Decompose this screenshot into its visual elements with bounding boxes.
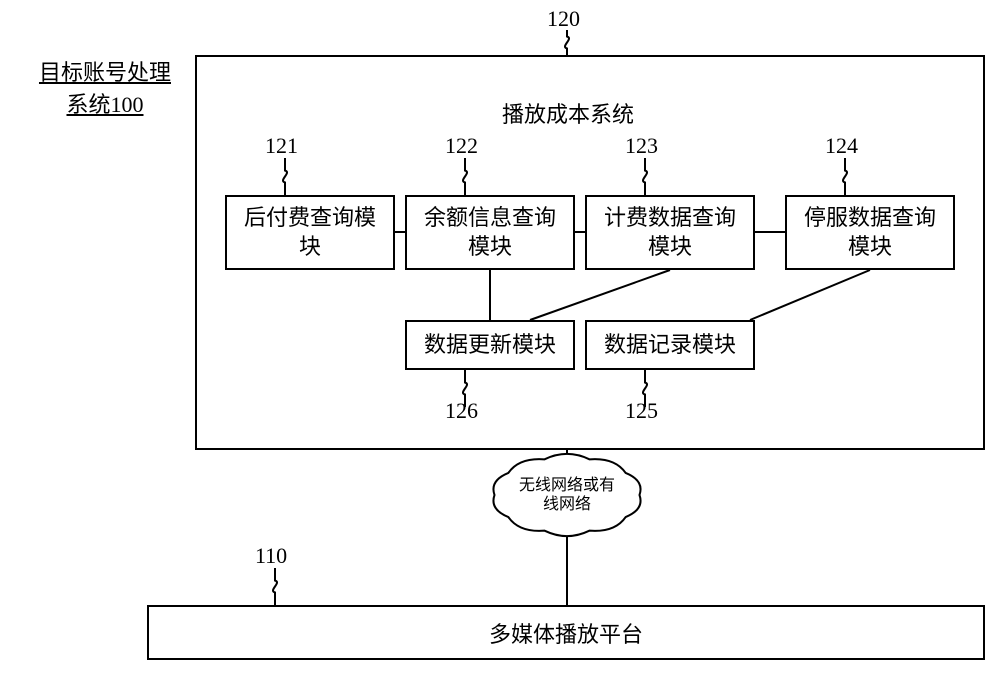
outer-box-label: 120 bbox=[547, 6, 580, 32]
module-122-label: 122 bbox=[445, 133, 478, 159]
bottom-box-label: 110 bbox=[255, 543, 287, 569]
module-121: 后付费查询模块 bbox=[225, 195, 395, 270]
module-125: 数据记录模块 bbox=[585, 320, 755, 370]
system-title-line1: 目标账号处理 bbox=[39, 60, 171, 85]
cloud-text-line2: 线网络 bbox=[543, 496, 591, 513]
system-title: 目标账号处理 系统100 bbox=[30, 55, 180, 119]
module-121-text1: 后付费查询模 bbox=[244, 205, 376, 230]
module-123-text1: 计费数据查询 bbox=[604, 205, 736, 230]
module-121-label: 121 bbox=[265, 133, 298, 159]
module-124-text2: 模块 bbox=[848, 234, 892, 259]
network-cloud: 无线网络或有 线网络 bbox=[495, 458, 640, 533]
module-122-text2: 模块 bbox=[468, 234, 512, 259]
module-121-text2: 块 bbox=[299, 234, 321, 259]
bottom-box-text: 多媒体播放平台 bbox=[489, 617, 643, 649]
module-125-label: 125 bbox=[625, 398, 658, 424]
module-122: 余额信息查询模块 bbox=[405, 195, 575, 270]
multimedia-platform-box: 多媒体播放平台 bbox=[147, 605, 985, 660]
module-126-label: 126 bbox=[445, 398, 478, 424]
module-123: 计费数据查询模块 bbox=[585, 195, 755, 270]
cloud-text-line1: 无线网络或有 bbox=[519, 477, 615, 494]
module-123-text2: 模块 bbox=[648, 234, 692, 259]
module-126: 数据更新模块 bbox=[405, 320, 575, 370]
module-122-text1: 余额信息查询 bbox=[424, 205, 556, 230]
module-125-text1: 数据记录模块 bbox=[604, 332, 736, 357]
system-title-line2: 系统100 bbox=[66, 92, 143, 117]
module-124: 停服数据查询模块 bbox=[785, 195, 955, 270]
module-126-text1: 数据更新模块 bbox=[424, 332, 556, 357]
module-123-label: 123 bbox=[625, 133, 658, 159]
module-124-label: 124 bbox=[825, 133, 858, 159]
module-124-text1: 停服数据查询 bbox=[804, 205, 936, 230]
outer-box-title: 播放成本系统 bbox=[502, 97, 634, 129]
